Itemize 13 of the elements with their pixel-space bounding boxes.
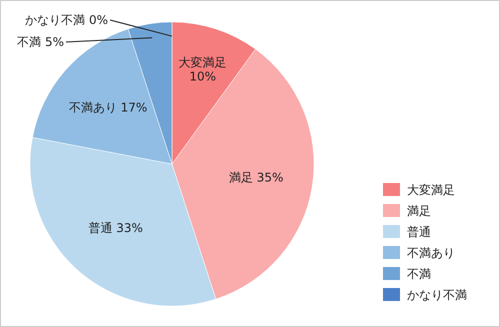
category-label: 不満 5% xyxy=(17,35,64,49)
legend-label: 不満 xyxy=(407,267,431,281)
category-label: 普通 33% xyxy=(88,220,143,235)
data-label: 10% xyxy=(189,69,216,84)
legend-label: 不満あり xyxy=(407,246,455,260)
category-label: 満足 35% xyxy=(228,170,284,184)
legend-label: かなり不満 xyxy=(407,288,467,302)
slice-label: 大変満足 xyxy=(178,55,227,70)
category-label: かなり不満 0% xyxy=(25,13,108,27)
legend-label: 大変満足 xyxy=(407,183,455,197)
legend-label: 普通 xyxy=(407,225,431,239)
category-label: 不満あり 17% xyxy=(68,100,148,115)
legend-label: 満足 xyxy=(407,204,431,218)
